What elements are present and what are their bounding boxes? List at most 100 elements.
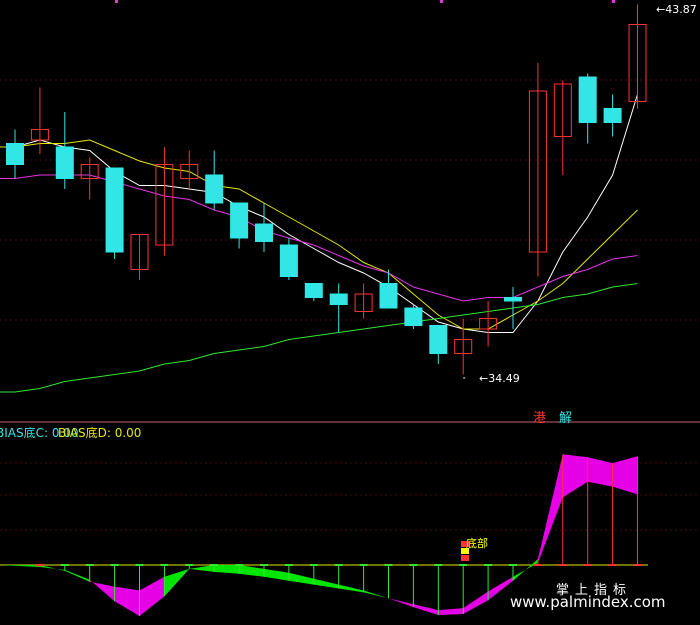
candle-down	[429, 325, 448, 354]
bias-tick	[384, 564, 393, 566]
candle-up	[354, 293, 373, 312]
bias-band	[164, 568, 190, 597]
candle-up	[80, 164, 99, 179]
ma-line-4	[0, 283, 638, 393]
bias-band	[488, 576, 513, 601]
watermark-cn: 掌上指标	[556, 583, 633, 598]
low-arrow-icon: ←	[479, 372, 489, 385]
bias-tick	[434, 564, 443, 566]
bias-tick	[284, 564, 293, 566]
bias-tick	[509, 564, 517, 566]
watermark-url: www.palmindex.com	[510, 593, 666, 611]
low-price-value: 34.49	[488, 372, 520, 385]
bias-band	[89, 579, 115, 602]
bias-tick	[110, 564, 119, 566]
candle-down	[329, 293, 348, 305]
bias-tick	[160, 564, 169, 566]
candle-down	[255, 223, 273, 242]
legend-bias-d: BIAS底D: 0.00	[58, 426, 142, 440]
candle-up	[454, 339, 473, 354]
bias-band	[438, 608, 464, 615]
top-marker	[612, 0, 615, 3]
candle-up	[628, 24, 647, 102]
bias-tick	[309, 564, 318, 566]
candle-up	[155, 164, 174, 246]
candle-up	[528, 90, 547, 253]
candle-up	[130, 234, 149, 270]
bias-band	[64, 569, 90, 582]
candle-down	[279, 244, 298, 277]
candle-down	[404, 307, 423, 326]
bias-band	[562, 454, 588, 498]
ma-line-1	[0, 94, 638, 333]
candle-up	[479, 318, 498, 330]
candle-up	[180, 164, 199, 179]
candle-down	[105, 167, 124, 253]
low-price-label: ←34.49	[479, 372, 520, 385]
bias-tick	[235, 564, 244, 566]
tag-gang[interactable]: 港	[533, 411, 547, 426]
bias-tick	[409, 564, 418, 566]
candle-down	[603, 108, 622, 123]
candle-down	[230, 202, 249, 239]
tag-jie[interactable]: 解	[559, 411, 573, 426]
bias-band	[214, 565, 240, 574]
bias-tick	[459, 564, 468, 566]
bias-band	[0, 565, 40, 567]
bottom-signal-label: 底部	[466, 537, 488, 550]
ma-line-2	[0, 139, 638, 330]
high-price-value: 43.87	[665, 3, 697, 16]
bias-tick	[633, 564, 642, 566]
bias-band	[587, 457, 613, 487]
bias-band	[313, 578, 339, 589]
bias-tick	[260, 564, 268, 566]
top-marker	[115, 0, 118, 3]
bias-band	[413, 604, 439, 615]
candle-up	[30, 129, 49, 141]
high-arrow-icon: ←	[656, 3, 666, 16]
bias-band	[264, 568, 289, 581]
bias-tick	[60, 564, 69, 566]
bias-tick	[334, 564, 343, 566]
candle-down	[379, 283, 398, 309]
candle-down	[6, 143, 24, 165]
bottom-signal-red2	[461, 555, 469, 561]
bias-tick	[85, 564, 94, 566]
bias-tick	[533, 564, 542, 566]
candle-up	[553, 83, 572, 137]
bias-band	[39, 565, 65, 571]
bias-tick	[608, 564, 617, 566]
bias-band	[139, 576, 165, 616]
bias-tick	[35, 564, 44, 566]
bias-tick	[558, 564, 567, 566]
bias-band	[239, 565, 264, 577]
candle-down	[578, 76, 597, 123]
bias-band	[463, 591, 489, 614]
candle-down	[504, 297, 522, 302]
bias-tick	[210, 564, 219, 566]
bias-tick	[135, 564, 144, 566]
bias-tick	[583, 564, 592, 566]
bias-band	[513, 559, 538, 581]
top-marker	[440, 0, 443, 3]
bias-band	[388, 598, 414, 608]
bias-band	[363, 590, 389, 599]
bias-tick	[359, 564, 368, 566]
high-price-label: ←43.87	[656, 3, 697, 16]
candle-down	[304, 283, 323, 298]
bottom-signal-red	[461, 541, 469, 547]
bias-band	[338, 584, 364, 593]
bias-band	[612, 456, 638, 495]
candle-down	[55, 146, 74, 179]
bias-band	[288, 572, 314, 585]
bias-tick	[185, 564, 194, 566]
ma-line-3	[0, 174, 638, 302]
bias-band	[537, 454, 563, 563]
candle-down	[205, 174, 224, 204]
bias-band	[189, 565, 215, 572]
bias-tick	[484, 564, 493, 566]
bias-band	[114, 586, 140, 616]
legend-bias-c: BIAS底C: 0.00	[0, 426, 79, 440]
bottom-signal-yellow	[461, 548, 469, 554]
